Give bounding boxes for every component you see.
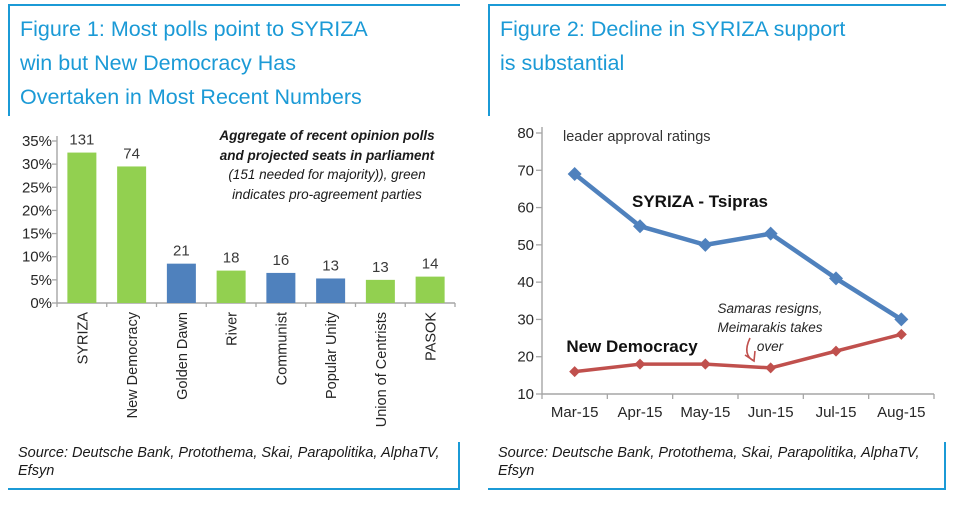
figure1-bottom-border [8, 488, 460, 490]
bar-pasok [415, 276, 445, 303]
y-tick-label: 5% [30, 272, 52, 289]
data-point-marker [894, 312, 909, 327]
y-tick-label: 70 [517, 162, 534, 179]
bar-river [216, 270, 246, 303]
figure2-left-border [488, 4, 490, 116]
y-tick-label: 20 [517, 349, 534, 366]
figure1-right-border [458, 442, 460, 490]
series-label-syriza: SYRIZA - Tsipras [632, 192, 768, 211]
figure1-title-line: Overtaken in Most Recent Numbers [20, 85, 362, 109]
figure2-line-chart: 10 20 30 40 50 60 70 80 Mar-15 Apr-15 May-15 Jun-15… [517, 125, 935, 421]
bar-value-label: 13 [372, 259, 389, 276]
x-tick-label: Jul-15 [816, 404, 857, 421]
annotation-line: and projected seats in parliament [219, 147, 435, 163]
figure2-title: Figure 2: Decline in SYRIZA support is s… [500, 12, 845, 80]
data-point-marker [569, 366, 581, 378]
figure1-title-line: Figure 1: Most polls point to SYRIZA [20, 17, 368, 41]
annotation-line: over [757, 339, 784, 354]
x-tick-label: May-15 [680, 404, 730, 421]
figure1-bar-chart: 0% 5% 10% 15% 20% 25% 30% 35% 131 SYRIZA 74 New Dem… [22, 132, 456, 427]
x-tick-label: Jun-15 [748, 404, 794, 421]
figure2-top-border [488, 4, 946, 6]
bar-new-democracy [117, 166, 147, 303]
bar-value-label: 21 [173, 243, 190, 260]
y-tick-label: 25% [22, 179, 52, 196]
data-point-marker [698, 237, 713, 252]
data-point-marker [633, 219, 647, 234]
y-tick-label: 15% [22, 226, 52, 243]
figure1-annotation: Aggregate of recent opinion polls and pr… [196, 126, 458, 204]
bar-value-label: 14 [422, 256, 439, 273]
category-label: Golden Dawn [175, 312, 191, 400]
bar-syriza [67, 152, 97, 303]
y-tick-label: 50 [517, 237, 534, 254]
x-tick-label: Mar-15 [551, 404, 599, 421]
y-tick-label: 30 [517, 311, 534, 328]
figure2-title-line: Figure 2: Decline in SYRIZA support [500, 17, 846, 41]
bar-union-of-centrists [365, 279, 395, 303]
series-label-new-democracy: New Democracy [566, 337, 698, 356]
data-point-marker [763, 226, 778, 241]
annotation-line: Meimarakis takes [717, 320, 822, 335]
y-tick-label: 0% [30, 295, 52, 312]
x-tick-label: Aug-15 [877, 404, 925, 421]
bar-value-label: 16 [273, 252, 290, 269]
figure2-right-border [944, 442, 946, 490]
y-tick-label: 40 [517, 274, 534, 291]
figure1-left-border [8, 4, 10, 116]
figure2-panel: Figure 2: Decline in SYRIZA support is s… [488, 4, 946, 490]
figure1-source: Source: Deutsche Bank, Protothema, Skai,… [18, 445, 440, 479]
bar-value-label: 74 [123, 145, 140, 162]
figure1-panel: Figure 1: Most polls point to SYRIZA win… [8, 4, 460, 490]
figure2-bottom-border [488, 488, 946, 490]
annotation-line: (151 needed for majority)), green [228, 167, 426, 182]
category-label: Union of Centrists [374, 312, 390, 427]
category-label: PASOK [424, 312, 440, 361]
annotation-line: indicates pro-agreement parties [232, 186, 422, 202]
figure1-title-line: win but New Democracy Has [20, 51, 297, 75]
chart-subtitle: leader approval ratings [563, 129, 711, 145]
y-tick-label: 10 [517, 386, 534, 403]
category-label: Communist [274, 312, 290, 385]
x-tick-label: Apr-15 [617, 404, 662, 421]
data-point-marker [830, 345, 842, 357]
data-point-marker [765, 362, 777, 374]
figure2-source: Source: Deutsche Bank, Protothema, Skai,… [498, 445, 920, 479]
data-point-marker [895, 328, 907, 340]
bar-popular-unity [316, 278, 346, 303]
figure1-title: Figure 1: Most polls point to SYRIZA win… [20, 12, 368, 114]
y-tick-label: 20% [22, 202, 52, 219]
bar-value-label: 131 [69, 132, 94, 149]
line-series-syriza [573, 172, 903, 322]
bar-communist [266, 272, 296, 303]
bar-value-label: 13 [322, 257, 339, 274]
y-tick-label: 35% [22, 133, 52, 150]
bar-value-label: 18 [223, 250, 240, 267]
annotation-arrowhead [744, 350, 756, 363]
category-label: SYRIZA [75, 312, 91, 365]
category-label: River [225, 312, 241, 346]
annotation-line: Aggregate of recent opinion polls [219, 128, 435, 143]
data-point-marker [699, 358, 711, 370]
annotation-line: Samaras resigns, [717, 301, 822, 316]
data-point-marker [634, 358, 646, 370]
figure2-title-line: is substantial [500, 51, 625, 75]
category-label: Popular Unity [324, 311, 340, 399]
figure1-top-border [8, 4, 460, 6]
data-point-marker [567, 167, 582, 182]
y-tick-label: 30% [22, 156, 52, 173]
category-label: New Democracy [125, 311, 141, 418]
y-tick-label: 60 [517, 200, 534, 217]
y-tick-label: 10% [22, 249, 52, 266]
data-point-marker [829, 271, 843, 286]
bar-golden-dawn [166, 263, 196, 303]
line-series-new-democracy [574, 332, 902, 374]
y-tick-label: 80 [517, 125, 534, 142]
